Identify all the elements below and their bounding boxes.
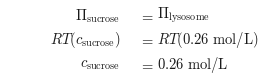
Text: $\Pi_{\mathrm{lysosome}}$: $\Pi_{\mathrm{lysosome}}$ xyxy=(157,6,210,26)
Text: $=$: $=$ xyxy=(138,57,154,72)
Text: $\mathrm{0.26\ mol/L}$: $\mathrm{0.26\ mol/L}$ xyxy=(157,55,229,75)
Text: $=$: $=$ xyxy=(138,32,154,47)
Text: $\Pi_{\mathrm{sucrose}}$: $\Pi_{\mathrm{sucrose}}$ xyxy=(75,7,120,25)
Text: $c_{\mathrm{sucrose}}$: $c_{\mathrm{sucrose}}$ xyxy=(80,57,120,72)
Text: $RT(c_{\mathrm{sucrose}})$: $RT(c_{\mathrm{sucrose}})$ xyxy=(49,29,120,50)
Text: $=$: $=$ xyxy=(138,8,154,23)
Text: $RT(\mathrm{0.26\ mol/L})$: $RT(\mathrm{0.26\ mol/L})$ xyxy=(157,29,259,50)
